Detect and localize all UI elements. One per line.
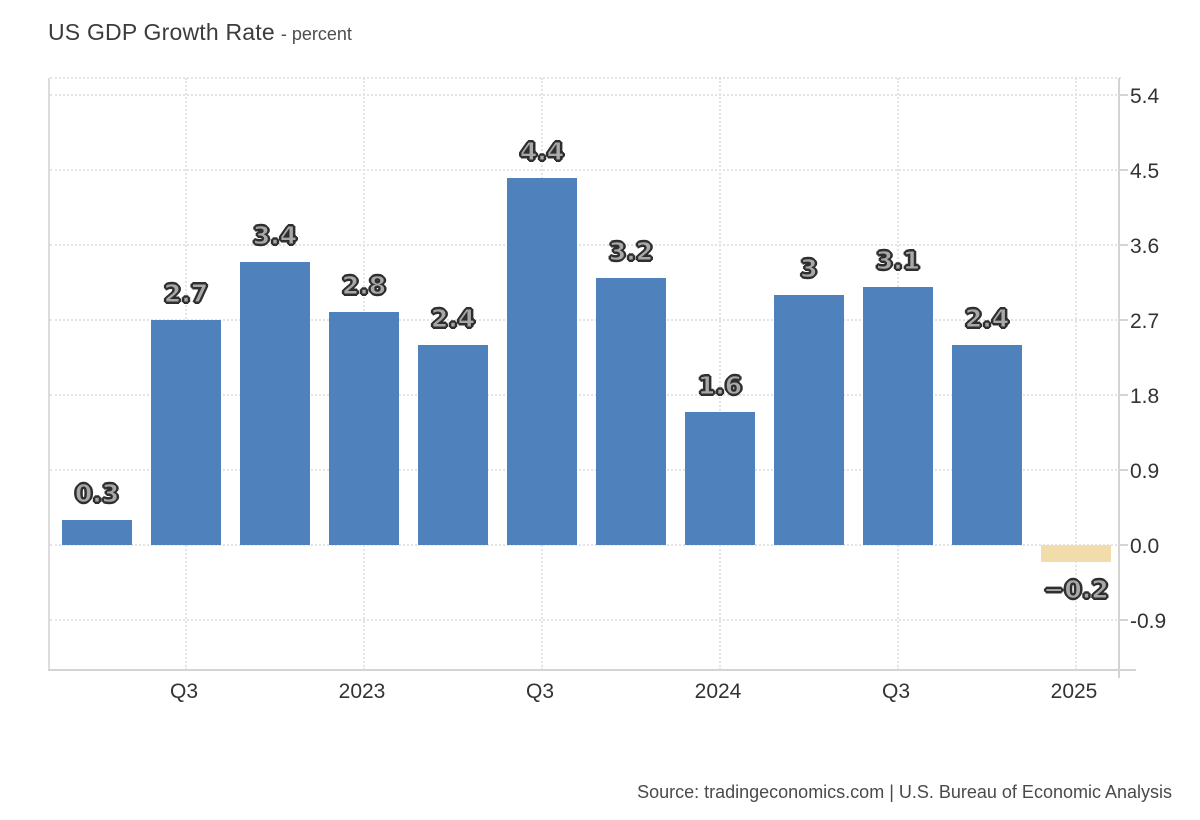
bar-q1-2023 [329,311,399,545]
bar-q3-2022 [151,320,221,545]
bar-value-label-q1-2025: −0.2 [1043,574,1109,604]
bar-value-label-q3-2022: 2.7 [163,279,209,309]
y-axis-label--0.9: -0.9 [1130,609,1167,633]
y-gridline--0.9 [50,618,1121,621]
bar-q4-2024 [952,345,1022,545]
plot-top-border [50,77,1121,79]
y-gridline-4.5 [50,169,1121,171]
y-axis-tick-0.9 [1119,469,1128,471]
x-gridline-2024-7 [719,78,721,670]
bar-q2-2024 [774,295,844,545]
chart-header: US GDP Growth Rate - percent [48,19,352,46]
source-attribution: Source: tradingeconomics.com | U.S. Bure… [637,782,1172,802]
chart-subtitle: - percent [280,24,352,44]
y-gridline-3.6 [50,244,1121,246]
chart-title: US GDP Growth Rate [48,19,275,45]
y-axis-label-0.0: 0.0 [1130,535,1160,558]
bar-q2-2023 [418,345,488,545]
y-axis-tick-2.7 [1119,319,1128,321]
plot-area: 0.3 2.7 3.4 2.8 2.4 4.4 3.2 1.6 3 3.1 2.4 −0.2 [48,77,1121,670]
y-axis-tick-1.8 [1119,394,1128,396]
bar-q3-2023 [507,178,577,545]
y-axis-tick-3.6 [1119,244,1128,246]
bar-value-label-q4-2024: 2.4 [964,304,1010,334]
bar-value-label-q3-2024: 3.1 [875,245,921,275]
bar-q4-2022 [240,261,310,545]
y-gridline-0.0 [50,544,1121,546]
x-axis-label-2024-7: 2024 [694,680,742,703]
x-gridline-2025-11 [1075,78,1077,670]
bar-value-label-q3-2023: 4.4 [519,137,565,167]
y-axis-tick-5.4 [1119,94,1128,97]
bar-value-label-q2-2024: 3 [800,254,818,284]
x-axis-line [48,669,1136,671]
x-axis-label-2023-3: 2023 [338,680,386,703]
y-axis-tick--0.9 [1119,618,1128,621]
x-axis-label-q3-9: Q3 [881,680,910,703]
x-axis-label-q3-1: Q3 [169,680,198,703]
y-axis-tick-4.5 [1119,169,1128,171]
y-gridline-1.8 [50,394,1121,396]
bar-value-label-q1-2024: 1.6 [697,370,743,400]
bar-value-label-q2-2023: 2.4 [430,304,476,334]
bar-value-label-q4-2022: 3.4 [252,220,298,250]
bar-value-label-q4-2023: 3.2 [608,237,654,267]
y-axis-label-1.8: 1.8 [1130,385,1160,408]
y-axis-label-5.4: 5.4 [1130,85,1160,109]
y-axis-label-3.6: 3.6 [1130,235,1160,258]
y-axis-label-2.7: 2.7 [1130,310,1160,333]
bar-q1-2025 [1041,545,1111,562]
bar-q3-2024 [863,286,933,545]
y-axis-label-0.9: 0.9 [1130,460,1160,483]
x-axis-label-q3-5: Q3 [525,680,554,703]
bar-q1-2024 [685,411,755,545]
bar-q2-2022 [62,520,132,545]
y-axis-label-4.5: 4.5 [1130,160,1160,183]
bar-value-label-q2-2022: 0.3 [74,479,120,509]
x-axis-label-2025-11: 2025 [1050,680,1098,703]
bar-value-label-q1-2023: 2.8 [341,270,387,300]
y-axis-tick-0.0 [1119,544,1128,546]
y-gridline-5.4 [50,94,1121,97]
y-gridline-2.7 [50,319,1121,321]
bar-q4-2023 [596,278,666,545]
y-axis-line [1118,78,1120,678]
y-gridline-0.9 [50,469,1121,471]
